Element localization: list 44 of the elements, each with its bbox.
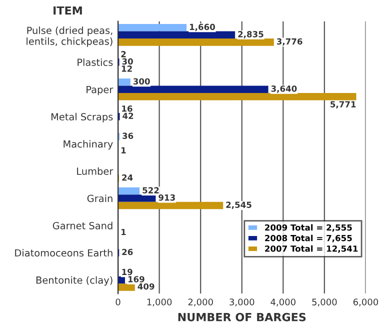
data-label: 169 [128,276,144,282]
data-label: 2 [121,51,126,58]
data-label: 913 [158,194,175,201]
y-tick-label: Diatomoceons Earth [15,249,112,257]
legend-label: 2008 Total = 7,655 [265,234,352,242]
y-tick-label: Bentonite (clay) [36,276,112,286]
data-label: 42 [122,112,134,119]
x-tick-label: 2,000 [188,298,213,306]
x-tick-label: 1,000 [147,298,172,306]
data-label: 1 [121,228,126,236]
data-label: 5,771 [330,101,356,109]
data-label: 1,660 [190,24,215,32]
data-label: 19 [122,268,132,276]
x-tick-label: 4,000 [270,298,296,306]
data-label: 522 [142,187,159,194]
data-label: 300 [133,78,150,85]
data-label: 26 [122,248,133,256]
data-label: 36 [122,132,134,139]
y-tick-label: Paper [86,86,114,96]
legend-label: 2007 Total = 12,541 [265,245,358,253]
legend-label: 2009 Total = 2,555 [265,224,352,232]
data-label: 12 [122,66,132,72]
x-tick-label: 0 [116,298,120,306]
x-tick-label: 6,000 [353,298,378,306]
y-tick-label: Metal Scraps [51,112,113,122]
x-axis-title: NUMBER OF BARGES [178,312,306,322]
y-tick-label: Pulse (dried peas, lentils, chickpeas) [26,26,112,47]
x-tick-label: 3,000 [230,298,254,306]
data-label: 24 [122,174,133,181]
y-tick-label: Plastics [78,58,113,66]
data-label: 2,545 [226,202,252,210]
y-tick-label: Grain [87,194,112,202]
data-label: 30 [122,58,133,65]
data-label: 2,835 [238,31,264,38]
data-label: 3,640 [271,85,297,93]
data-label: 1 [121,147,126,154]
y-axis-title: ITEM [54,6,82,15]
x-tick-label: 5,000 [312,298,337,306]
data-label: 3,776 [276,38,302,46]
y-tick-label: Machinary [64,140,113,150]
data-label: 409 [138,283,154,290]
y-tick-label: Garnet Sand [52,222,112,230]
y-tick-label: Lumber [77,167,114,175]
data-label: 16 [122,105,132,112]
